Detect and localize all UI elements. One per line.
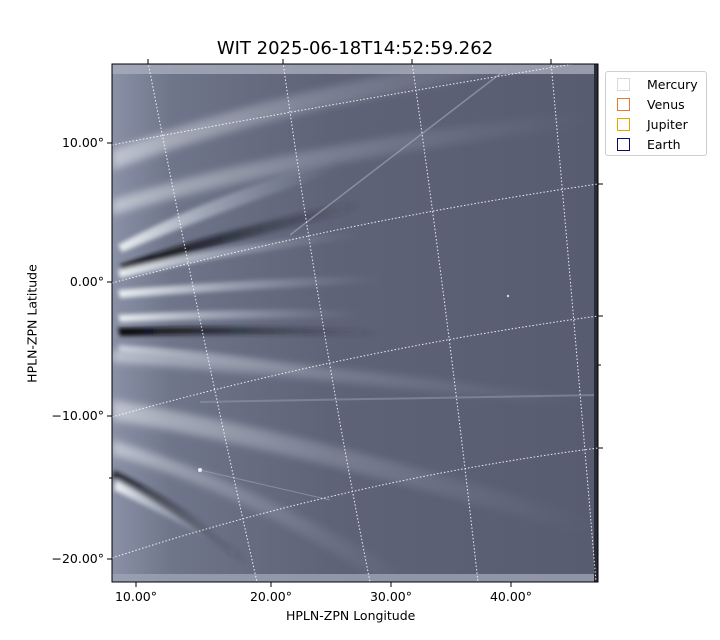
x-axis-label: HPLN-ZPN Longitude xyxy=(286,608,416,623)
x-tick-label: 30.00° xyxy=(369,589,413,604)
x-tick-label: 20.00° xyxy=(249,589,293,604)
legend-label: Mercury xyxy=(647,76,698,92)
y-tick-label: 0.00° xyxy=(69,274,104,289)
earth-swatch xyxy=(617,137,630,151)
legend-item-mercury: Mercury xyxy=(617,76,698,92)
y-tick-label: −20.00° xyxy=(51,551,104,566)
y-tick-label: 10.00° xyxy=(61,135,104,150)
legend-label: Venus xyxy=(647,96,685,112)
plot-title: WIT 2025-06-18T14:52:59.262 xyxy=(216,38,494,59)
y-axis-label: HPLN-ZPN Latitude xyxy=(24,264,40,383)
x-tick-label: 40.00° xyxy=(489,589,533,604)
y-tick-label: −10.00° xyxy=(51,408,104,423)
legend-item-venus: Venus xyxy=(617,96,685,112)
mercury-swatch xyxy=(617,77,630,91)
legend-item-earth: Earth xyxy=(617,136,681,152)
axes-frame xyxy=(111,63,599,583)
legend-label: Earth xyxy=(647,136,681,152)
legend-item-jupiter: Jupiter xyxy=(617,116,688,132)
x-tick-label: 10.00° xyxy=(114,589,158,604)
coordinate-grid xyxy=(112,64,598,582)
coronagraph-image xyxy=(112,64,598,582)
legend: Mercury Venus Jupiter Earth xyxy=(605,71,707,156)
venus-swatch xyxy=(617,97,630,111)
jupiter-swatch xyxy=(617,117,630,131)
legend-label: Jupiter xyxy=(647,116,688,132)
